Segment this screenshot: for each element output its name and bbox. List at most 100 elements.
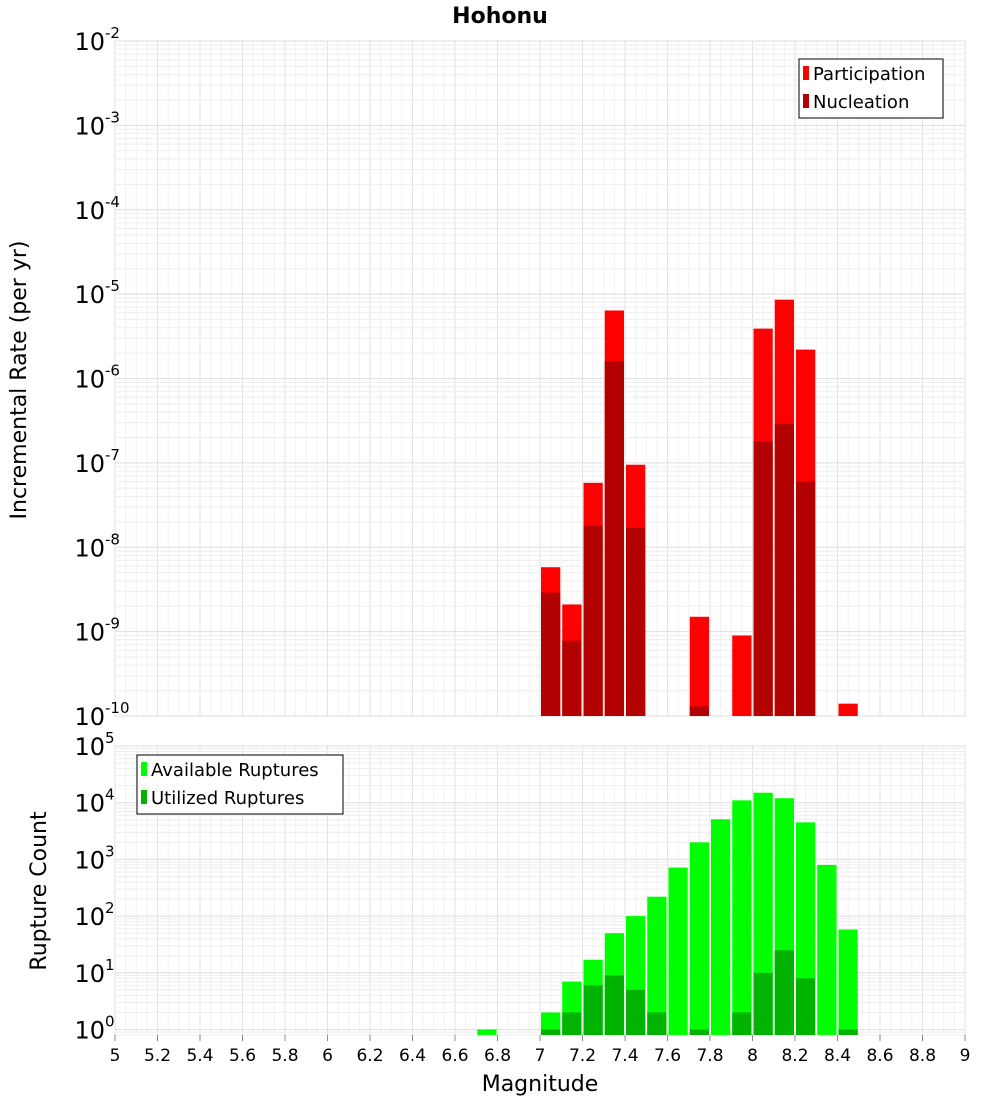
x-tick-label: 6.8 [484,1046,511,1066]
bar-available-ruptures [668,867,688,1035]
bar-utilized-ruptures [774,950,794,1035]
y-tick-exponent: 1 [105,956,115,974]
x-tick-label: 7 [535,1046,546,1066]
x-tick-label: 6.2 [356,1046,383,1066]
bottom-legend: Available Ruptures Utilized Ruptures [136,754,344,815]
bottom-y-axis-label: Rupture Count [27,811,52,971]
bar-nucleation [583,525,603,716]
y-tick-label: 10 [74,733,105,761]
bar-available-ruptures [477,1029,497,1035]
x-tick-label: 7.8 [696,1046,723,1066]
bar-nucleation [541,592,561,716]
legend-label-utilized: Utilized Ruptures [151,788,304,809]
y-tick-label: 10 [74,790,105,818]
bar-participation [838,703,858,716]
x-tick-label: 5.2 [144,1046,171,1066]
x-tick-label: 9 [960,1046,971,1066]
bar-participation [689,616,709,716]
bar-available-ruptures [689,842,709,1035]
x-tick-label: 7.2 [569,1046,596,1066]
x-tick-label: 7.4 [611,1046,638,1066]
top-legend: Participation Nucleation [798,58,944,119]
x-tick-label: 5.4 [186,1046,213,1066]
bar-nucleation [626,527,646,716]
legend-swatch-available [141,762,147,776]
legend-label-nucleation: Nucleation [813,92,909,113]
y-tick-label: 10 [74,112,105,140]
y-tick-exponent: -9 [105,615,120,633]
top-bars [541,299,858,716]
bar-utilized-ruptures [626,989,646,1035]
x-ticks: 5 5.2 5.4 5.6 5.8 6 6.2 6.4 6.6 6.8 7 7.2 7.4 7.6 7.8 8… [110,1035,971,1066]
y-tick-exponent: -10 [105,699,130,717]
bar-utilized-ruptures [562,1012,582,1035]
legend-swatch-utilized [141,790,147,804]
bottom-bars [477,792,858,1035]
bar-utilized-ruptures [604,975,624,1035]
y-tick-exponent: 5 [105,729,115,747]
bar-available-ruptures [838,929,858,1035]
bar-nucleation [753,441,773,716]
y-tick-label: 10 [74,450,105,478]
x-tick-label: 5.6 [229,1046,256,1066]
x-tick-label: 5 [110,1046,121,1066]
y-tick-label: 10 [74,28,105,56]
y-tick-exponent: 2 [105,899,115,917]
bar-available-ruptures [541,1012,561,1035]
bar-nucleation [562,640,582,716]
legend-label-participation: Participation [813,64,925,85]
x-tick-label: 6.4 [399,1046,426,1066]
bar-nucleation [604,361,624,716]
y-tick-exponent: -7 [105,446,120,464]
y-tick-exponent: -8 [105,530,120,548]
y-tick-label: 10 [74,1017,105,1045]
y-tick-label: 10 [74,619,105,647]
y-tick-exponent: -2 [105,24,120,42]
x-tick-label: 7.6 [654,1046,681,1066]
y-tick-label: 10 [74,366,105,394]
chart-title: Hohonu [452,4,548,29]
x-tick-label: 8.4 [824,1046,851,1066]
bottom-legend-box [136,754,344,815]
top-y-axis-label: Incremental Rate (per yr) [7,241,32,520]
y-tick-label: 10 [74,534,105,562]
bar-participation [732,635,752,716]
x-tick-label: 8.2 [781,1046,808,1066]
x-tick-label: 8.8 [909,1046,936,1066]
top-legend-box [798,58,944,119]
top-gridlines [114,40,966,717]
y-tick-exponent: -3 [105,108,120,126]
y-tick-label: 10 [74,960,105,988]
bar-available-ruptures [647,896,667,1035]
bar-utilized-ruptures [647,1012,667,1035]
bar-utilized-ruptures [541,1029,561,1035]
y-tick-exponent: -6 [105,362,120,380]
y-tick-exponent: -4 [105,193,120,211]
x-tick-label: 6 [322,1046,333,1066]
legend-swatch-nucleation [803,94,809,108]
x-tick-label: 8.6 [866,1046,893,1066]
bar-available-ruptures [732,800,752,1035]
y-tick-exponent: 0 [105,1013,115,1031]
y-tick-label: 10 [74,703,105,731]
bar-available-ruptures [711,819,731,1035]
bar-utilized-ruptures [753,972,773,1035]
x-axis-label: Magnitude [482,1072,599,1097]
legend-swatch-participation [803,66,809,80]
x-tick-label: 5.8 [271,1046,298,1066]
bar-utilized-ruptures [732,1012,752,1035]
x-tick-label: 6.6 [441,1046,468,1066]
bar-nucleation [689,706,709,716]
y-tick-label: 10 [74,281,105,309]
bar-available-ruptures [817,864,837,1035]
bar-utilized-ruptures [838,1029,858,1035]
legend-label-available: Available Ruptures [151,760,319,781]
x-tick-label: 8 [747,1046,758,1066]
y-tick-label: 10 [74,197,105,225]
y-tick-exponent: 3 [105,842,115,860]
